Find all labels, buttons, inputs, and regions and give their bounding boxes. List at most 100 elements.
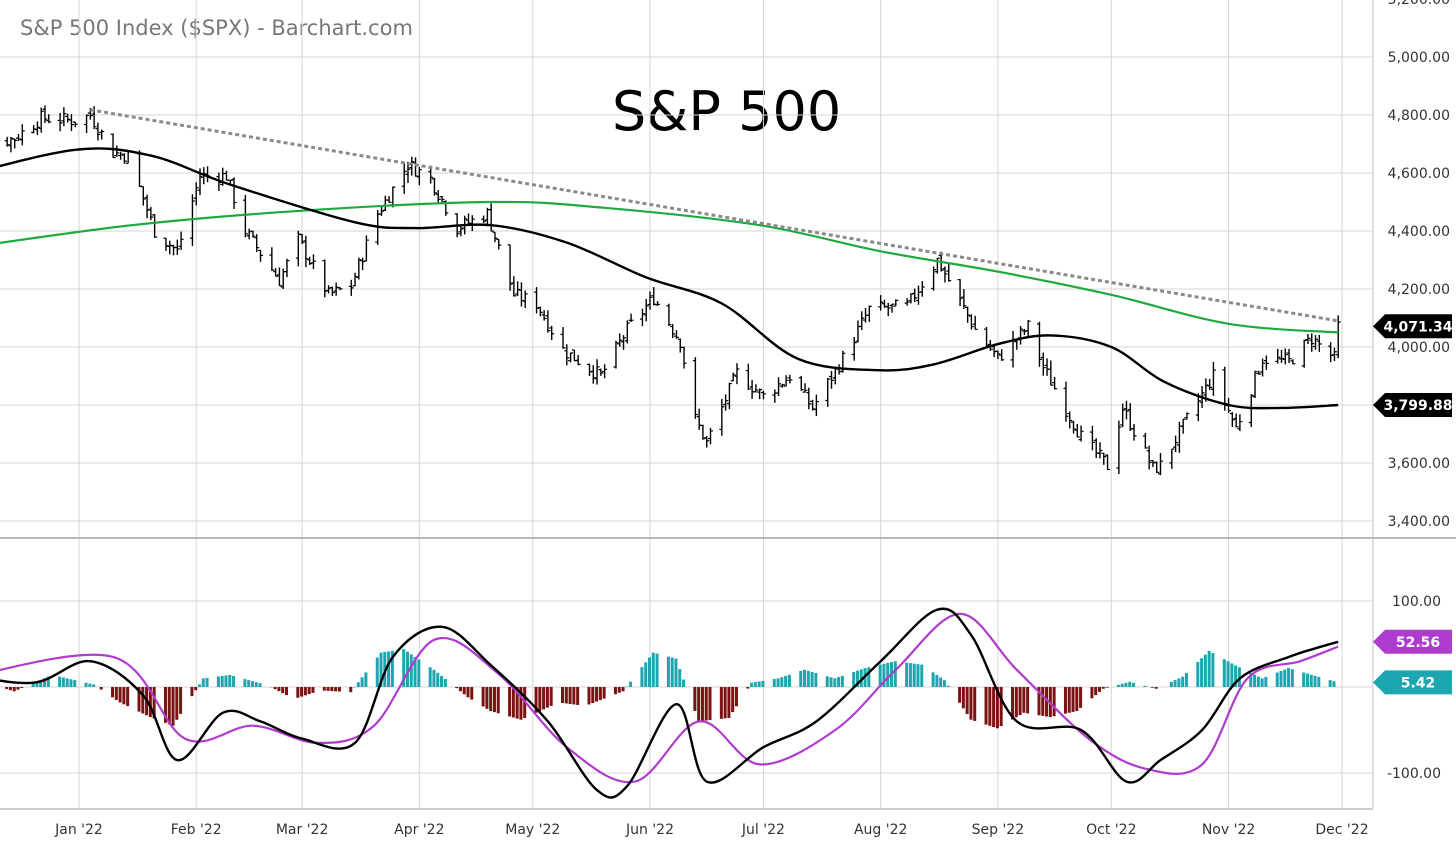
price-bar	[1233, 413, 1239, 428]
price-bar	[405, 161, 411, 183]
y-tick-label: 5,200.00	[1388, 0, 1450, 8]
macd-histogram-bar	[916, 664, 920, 687]
hist-value-tag-box	[1373, 670, 1452, 695]
price-bar	[363, 235, 369, 262]
price-bar	[356, 257, 362, 280]
price-bar	[806, 387, 812, 410]
price-bar	[515, 281, 521, 297]
macd-histogram-bar	[402, 649, 406, 687]
price-bar	[99, 129, 105, 140]
price-bar	[522, 290, 528, 308]
macd-histogram-bar	[1090, 687, 1094, 699]
price-bar	[1290, 359, 1296, 365]
price-bar	[496, 238, 502, 250]
macd-histogram-bar	[515, 687, 519, 719]
price-bar	[1120, 403, 1126, 428]
macd-histogram-bar	[508, 687, 512, 717]
price-bar	[1305, 333, 1311, 345]
price-bar	[719, 398, 725, 436]
price-bar	[152, 214, 158, 238]
macd-histogram-bar	[1063, 687, 1067, 714]
macd-histogram-bar	[432, 669, 436, 687]
macd-histogram-bar	[1181, 676, 1185, 687]
hist-value-tag-text: 5.42	[1401, 675, 1436, 691]
y-tick-label: 3,400.00	[1388, 514, 1450, 530]
price-tags-layer: 4,071.34 3,799.88 52.56 5.42	[1373, 314, 1453, 695]
price-bar	[121, 153, 127, 164]
macd-histogram-bar	[561, 687, 565, 703]
price-bar	[137, 150, 143, 188]
price-bar	[174, 239, 180, 255]
price-bar	[647, 291, 653, 310]
macd-histogram-bar	[647, 657, 651, 687]
macd-histogram-bar	[216, 676, 220, 687]
macd-histogram-bar	[417, 659, 421, 687]
price-bar	[1301, 339, 1307, 368]
macd-histogram-bar	[337, 687, 341, 692]
price-bar	[295, 230, 301, 267]
price-bar	[1313, 335, 1319, 350]
price-bar	[851, 337, 857, 361]
macd-panel	[0, 607, 1339, 799]
macd-histogram-bar	[300, 687, 304, 697]
macd-histogram-bar	[1067, 687, 1071, 713]
macd-histogram-bar	[303, 687, 307, 696]
price-bar	[1260, 358, 1266, 377]
macd-histogram-bar	[829, 677, 833, 687]
price-bar	[303, 235, 309, 268]
price-bar	[734, 363, 740, 385]
macd-histogram-bar	[1169, 681, 1173, 687]
macd-histogram-bar	[1120, 683, 1124, 687]
price-bar	[481, 215, 487, 224]
price-bar	[223, 170, 229, 181]
macd-histogram-bar	[1052, 687, 1056, 717]
ma50-line	[0, 147, 1339, 410]
price-bar	[564, 344, 570, 366]
macd-histogram-bar	[243, 679, 247, 687]
macd-histogram-bar	[666, 656, 670, 687]
macd-value-tag-box	[1373, 629, 1452, 654]
macd-histogram-bar	[678, 669, 682, 687]
x-tick-label: Feb '22	[171, 822, 222, 838]
price-bar	[65, 113, 71, 123]
macd-histogram-bar	[330, 687, 334, 692]
price-bar	[571, 349, 577, 362]
macd-histogram-bar	[655, 653, 659, 687]
price-bar	[995, 350, 1001, 360]
macd-histogram-bar	[1200, 658, 1204, 687]
price-bar	[144, 194, 150, 219]
price-bar	[889, 303, 895, 313]
price-bar	[639, 308, 645, 327]
price-bar	[673, 330, 679, 339]
price-bar	[730, 372, 736, 382]
macd-histogram-bar	[905, 662, 909, 687]
price-bar	[602, 364, 608, 379]
macd-histogram-bar	[1279, 671, 1283, 687]
price-bar	[681, 346, 687, 369]
macd-histogram-bar	[1196, 661, 1200, 687]
macd-histogram-bar	[833, 678, 837, 687]
macd-histogram-bar	[855, 670, 859, 687]
price-bar	[163, 237, 169, 251]
macd-histogram-bar	[224, 675, 228, 687]
macd-histogram-bar	[598, 687, 602, 701]
macd-histogram-bar	[122, 687, 126, 705]
macd-histogram-bar	[284, 687, 288, 696]
macd-histogram-bar	[837, 677, 841, 687]
macd-histogram-bar	[1184, 672, 1188, 687]
price-bar	[360, 257, 366, 271]
price-bar	[723, 394, 729, 411]
price-bar	[753, 384, 759, 393]
macd-histogram-bar	[1045, 687, 1049, 717]
x-tick-label: May '22	[505, 822, 560, 838]
price-bar	[692, 357, 698, 419]
macd-histogram-bar	[250, 681, 254, 687]
macd-histogram-bar	[1132, 682, 1136, 687]
price-bar	[1127, 403, 1133, 431]
price-bar	[72, 121, 78, 128]
price-bar	[984, 326, 990, 347]
price-bar	[670, 324, 676, 339]
macd-histogram-bar	[1305, 673, 1309, 687]
macd-histogram-bar	[175, 687, 179, 720]
